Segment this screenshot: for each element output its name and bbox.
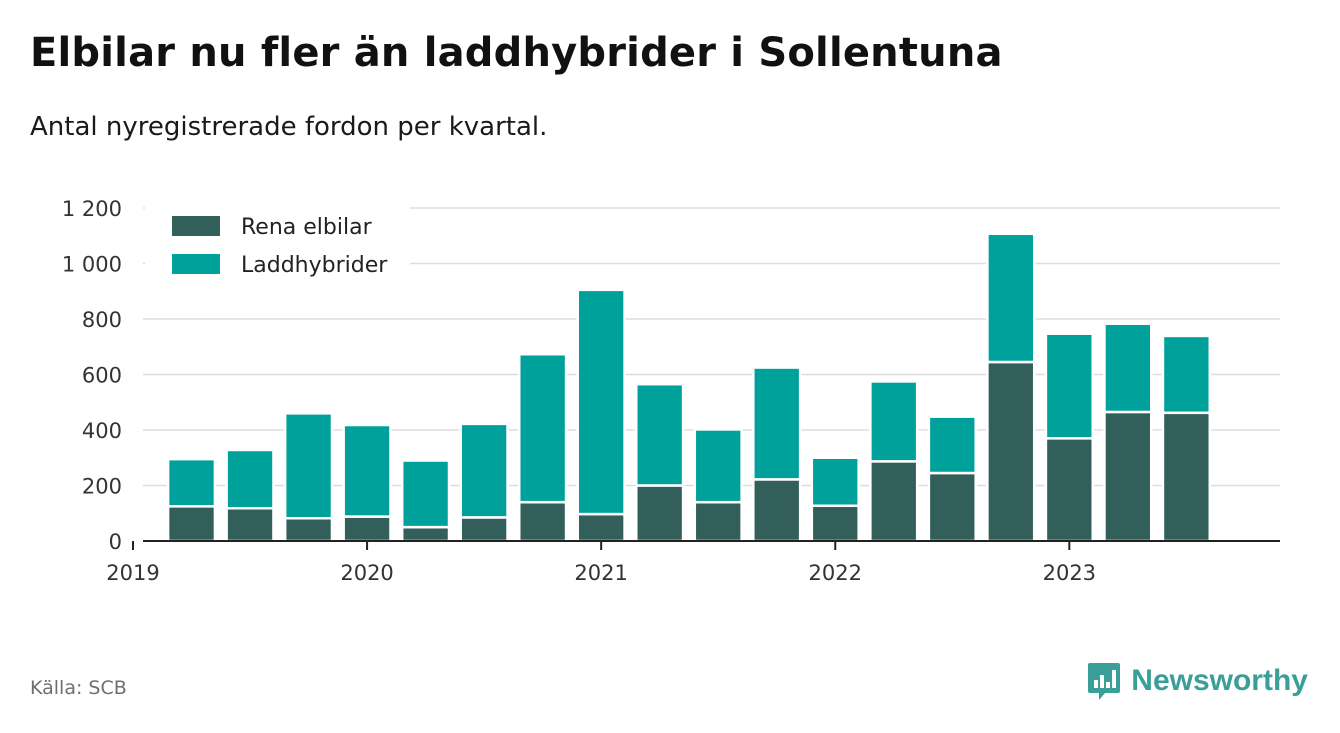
bar-laddhybrider: [986, 232, 1036, 364]
x-tick-label: 2022: [809, 561, 862, 585]
y-tick-label: 1 000: [62, 253, 122, 277]
brand-logo: Newsworthy: [1087, 661, 1308, 701]
bar-laddhybrider: [576, 288, 626, 516]
bar-laddhybrider: [517, 352, 568, 504]
bar-rena-elbilar: [1044, 437, 1094, 543]
bar-rena-elbilar: [1103, 410, 1153, 543]
chart-title: Elbilar nu fler än laddhybrider i Sollen…: [30, 30, 1003, 76]
bar-laddhybrider: [927, 415, 977, 475]
legend-swatch: [172, 254, 220, 274]
bar-laddhybrider: [752, 366, 802, 481]
bar-rena-elbilar: [342, 515, 392, 543]
bar-rena-elbilar: [225, 507, 275, 543]
bar-laddhybrider: [635, 382, 685, 487]
bar-rena-elbilar: [166, 505, 217, 543]
x-tick-label: 2023: [1043, 561, 1096, 585]
chart-subtitle: Antal nyregistrerade fordon per kvartal.: [30, 112, 548, 142]
y-tick-label: 800: [82, 308, 122, 332]
bar-rena-elbilar: [576, 512, 626, 543]
bar-rena-elbilar: [810, 504, 860, 543]
bar-rena-elbilar: [986, 360, 1036, 543]
bar-rena-elbilar: [283, 516, 334, 543]
bar-rena-elbilar: [693, 500, 743, 543]
bar-laddhybrider: [1044, 332, 1094, 440]
legend-label: Rena elbilar: [241, 215, 373, 240]
bar-rena-elbilar: [400, 525, 451, 543]
y-tick-label: 200: [82, 475, 122, 499]
bar-laddhybrider: [810, 456, 860, 508]
brand-name: Newsworthy: [1131, 664, 1308, 697]
bar-rena-elbilar: [752, 478, 802, 543]
y-tick-label: 1 200: [62, 197, 122, 221]
y-tick-label: 0: [109, 530, 122, 554]
x-tick-label: 2019: [106, 561, 159, 585]
bar-rena-elbilar: [869, 460, 919, 543]
legend-swatch: [172, 216, 220, 236]
bar-rena-elbilar: [459, 516, 509, 543]
bar-laddhybrider: [459, 422, 509, 519]
bar-laddhybrider: [342, 423, 392, 518]
source-note: Källa: SCB: [30, 677, 127, 699]
bar-laddhybrider: [693, 428, 743, 504]
bar-laddhybrider: [225, 448, 275, 510]
bar-rena-elbilar: [1161, 411, 1212, 543]
bar-laddhybrider: [166, 457, 217, 508]
bar-laddhybrider: [869, 380, 919, 463]
bar-laddhybrider: [400, 459, 451, 529]
bar-laddhybrider: [1103, 322, 1153, 414]
legend-label: Laddhybrider: [241, 253, 388, 278]
x-tick-label: 2021: [574, 561, 627, 585]
bar-rena-elbilar: [635, 484, 685, 543]
newsworthy-logo-icon: [1088, 663, 1121, 700]
y-tick-label: 400: [82, 419, 122, 443]
y-tick-label: 600: [82, 364, 122, 388]
bar-laddhybrider: [1161, 334, 1212, 415]
bar-laddhybrider: [283, 412, 334, 520]
x-tick-label: 2020: [340, 561, 393, 585]
bar-rena-elbilar: [927, 471, 977, 543]
bar-rena-elbilar: [517, 500, 568, 543]
